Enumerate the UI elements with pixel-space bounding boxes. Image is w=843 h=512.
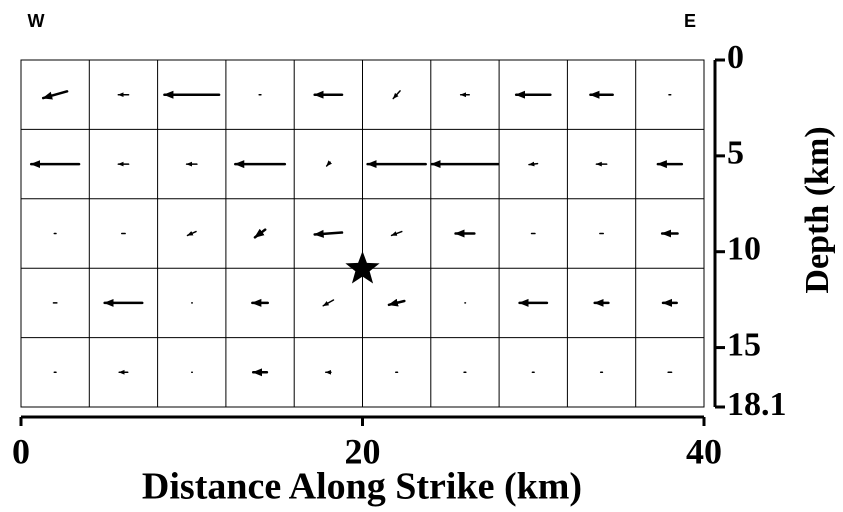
slip-arrow xyxy=(392,90,401,100)
slip-arrow xyxy=(325,160,333,167)
slip-arrow xyxy=(387,298,406,307)
slip-arrow xyxy=(313,229,344,238)
slip-arrow xyxy=(322,299,335,307)
x-axis-label: Distance Along Strike (km) xyxy=(142,466,582,508)
y-tick-label: 5 xyxy=(727,135,744,172)
slip-arrow xyxy=(528,161,539,167)
y-tick-label: 18.1 xyxy=(727,386,787,423)
y-tick-label: 15 xyxy=(727,326,761,363)
y-tick-label: 10 xyxy=(727,231,761,268)
x-tick-label: 0 xyxy=(12,431,30,471)
y-axis-label: Depth (km) xyxy=(799,126,836,293)
west-label: W xyxy=(28,11,45,31)
slip-arrow xyxy=(253,228,267,239)
y-tick-label: 0 xyxy=(727,39,744,76)
east-label: E xyxy=(684,11,696,31)
slip-arrow xyxy=(41,90,69,100)
slip-arrow xyxy=(186,230,197,237)
x-tick-label: 40 xyxy=(686,431,722,471)
slip-arrow xyxy=(390,230,403,237)
x-tick-label: 20 xyxy=(345,431,381,471)
hypocenter-star xyxy=(345,250,380,284)
